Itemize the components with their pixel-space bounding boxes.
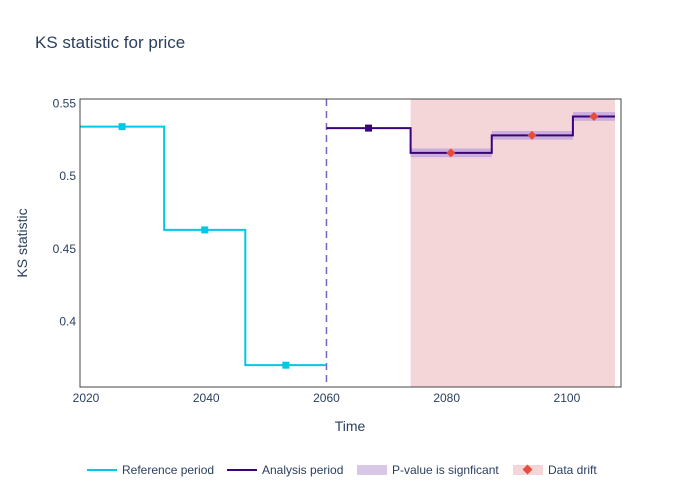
legend-label: Analysis period: [262, 463, 344, 477]
axis-layer: 2020 2040 2060 2080 2100 0.4 0.45 0.5 0.55: [53, 96, 622, 405]
legend-swatch: [357, 463, 387, 477]
legend-item[interactable]: P-value is signficant: [357, 463, 499, 477]
series-marker: [282, 361, 290, 369]
y-tick-label: 0.55: [53, 96, 77, 110]
series-marker: [365, 124, 373, 132]
chart-title: KS statistic for price: [35, 33, 186, 52]
legend-item[interactable]: Data drift: [513, 463, 597, 477]
series-marker: [201, 226, 209, 234]
y-tick-label: 0.45: [53, 242, 77, 256]
legend-label: Reference period: [122, 463, 215, 477]
x-tick-label: 2020: [73, 391, 100, 405]
x-tick-label: 2080: [433, 391, 460, 405]
x-tick-label: 2040: [193, 391, 220, 405]
plot-frame: [79, 98, 622, 388]
drift-marker-1: [527, 130, 537, 140]
drift-marker-0: [446, 148, 456, 158]
series-line-analysis-period: [326, 115, 615, 154]
legend-item[interactable]: Reference period: [87, 463, 214, 477]
legend-item[interactable]: Analysis period: [227, 463, 343, 477]
legend-swatch: [513, 463, 543, 477]
drift-marker-2: [589, 111, 599, 121]
y-tick-label: 0.5: [59, 169, 76, 183]
legend-label: P-value is signficant: [392, 463, 499, 477]
x-axis-label: Time: [335, 418, 366, 434]
y-tick-label: 0.4: [59, 315, 76, 329]
y-axis-label: KS statistic: [14, 208, 30, 277]
legend-swatch: [227, 463, 257, 477]
legend-swatch: [87, 463, 117, 477]
drift-region-layer: [410, 99, 615, 387]
drift-region: [410, 99, 615, 387]
legend-label: Data drift: [548, 463, 597, 477]
series-marker: [118, 123, 126, 131]
marker-layer: [118, 111, 599, 369]
x-tick-label: 2060: [313, 391, 340, 405]
x-tick-label: 2100: [554, 391, 581, 405]
legend: Reference period Analysis period P-value i…: [0, 463, 700, 483]
